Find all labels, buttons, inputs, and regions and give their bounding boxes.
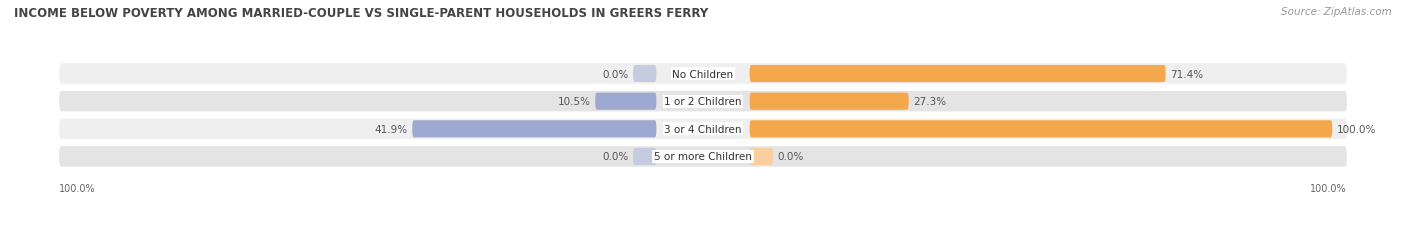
FancyBboxPatch shape (749, 121, 1333, 138)
Legend: Married Couples, Single Parents: Married Couples, Single Parents (598, 228, 808, 231)
Text: Source: ZipAtlas.com: Source: ZipAtlas.com (1281, 7, 1392, 17)
FancyBboxPatch shape (749, 93, 908, 110)
Text: 41.9%: 41.9% (374, 124, 408, 134)
Text: 100.0%: 100.0% (1337, 124, 1376, 134)
FancyBboxPatch shape (59, 64, 1347, 84)
FancyBboxPatch shape (749, 148, 773, 165)
Text: 71.4%: 71.4% (1170, 69, 1204, 79)
Text: No Children: No Children (672, 69, 734, 79)
Text: 0.0%: 0.0% (602, 152, 628, 162)
Text: 0.0%: 0.0% (602, 69, 628, 79)
Text: 10.5%: 10.5% (558, 97, 591, 107)
FancyBboxPatch shape (633, 66, 657, 83)
Text: 0.0%: 0.0% (778, 152, 804, 162)
Text: 100.0%: 100.0% (1310, 183, 1347, 193)
Text: 100.0%: 100.0% (59, 183, 96, 193)
FancyBboxPatch shape (59, 147, 1347, 167)
FancyBboxPatch shape (749, 66, 1166, 83)
FancyBboxPatch shape (59, 119, 1347, 140)
FancyBboxPatch shape (412, 121, 657, 138)
Text: 1 or 2 Children: 1 or 2 Children (664, 97, 742, 107)
FancyBboxPatch shape (633, 148, 657, 165)
Text: 5 or more Children: 5 or more Children (654, 152, 752, 162)
Text: 27.3%: 27.3% (914, 97, 946, 107)
Text: 3 or 4 Children: 3 or 4 Children (664, 124, 742, 134)
Text: INCOME BELOW POVERTY AMONG MARRIED-COUPLE VS SINGLE-PARENT HOUSEHOLDS IN GREERS : INCOME BELOW POVERTY AMONG MARRIED-COUPL… (14, 7, 709, 20)
FancyBboxPatch shape (595, 93, 657, 110)
FancyBboxPatch shape (59, 91, 1347, 112)
